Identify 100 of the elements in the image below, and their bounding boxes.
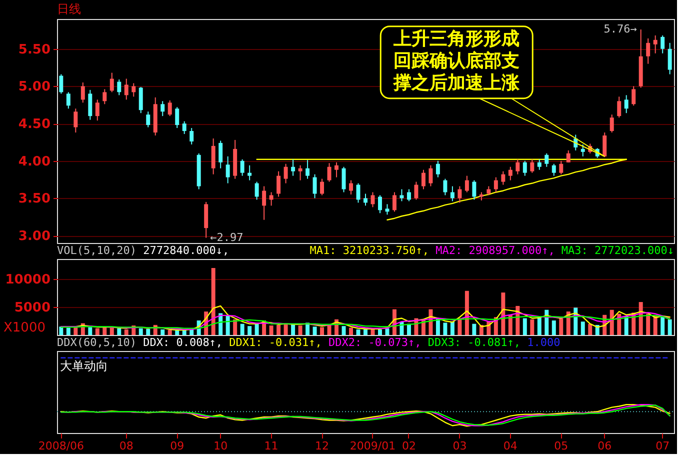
x-tick-label: 11 bbox=[264, 440, 278, 452]
candlestick bbox=[110, 72, 114, 93]
x-tick-label: 06 bbox=[598, 440, 612, 452]
series-label: 1.000 bbox=[527, 336, 560, 349]
candlestick bbox=[342, 166, 346, 193]
candlestick bbox=[276, 170, 281, 198]
candlestick bbox=[392, 192, 396, 212]
text: MA1: 3210233.750↑, bbox=[310, 244, 430, 257]
candlestick bbox=[624, 94, 628, 114]
bar bbox=[117, 328, 122, 335]
candlestick bbox=[522, 160, 527, 176]
bar bbox=[233, 319, 238, 335]
bar bbox=[276, 324, 281, 335]
candlestick bbox=[306, 160, 310, 180]
x-tick-label: 02 bbox=[402, 440, 416, 452]
bar bbox=[385, 328, 390, 335]
candlestick bbox=[501, 170, 506, 186]
bar bbox=[544, 310, 549, 335]
candlestick bbox=[537, 158, 542, 170]
x-tick-label: 2008/06 bbox=[38, 440, 84, 452]
candlestick bbox=[443, 178, 448, 196]
candlestick bbox=[421, 169, 426, 190]
bar bbox=[646, 314, 650, 335]
bar bbox=[472, 324, 476, 335]
text: 2772840.000↓, bbox=[143, 244, 230, 257]
candlestick bbox=[226, 156, 230, 184]
x-tick-label: 08 bbox=[119, 440, 134, 452]
bar bbox=[160, 329, 165, 335]
bar bbox=[182, 330, 186, 335]
bar bbox=[138, 328, 143, 335]
bar bbox=[269, 326, 274, 335]
bar bbox=[66, 328, 70, 335]
bar bbox=[464, 290, 469, 335]
x-tick-label: 05 bbox=[554, 440, 568, 452]
candlestick bbox=[59, 74, 64, 94]
candlestick bbox=[610, 114, 614, 133]
bar bbox=[450, 322, 454, 335]
y-tick-label: 5.50 bbox=[18, 42, 50, 58]
annotation: ←2.97 bbox=[210, 230, 244, 244]
candlestick bbox=[66, 92, 70, 110]
candlestick bbox=[414, 181, 418, 200]
candlestick bbox=[327, 162, 332, 182]
x-tick-label: 04 bbox=[503, 440, 518, 452]
chart-title: 日线 bbox=[57, 2, 81, 16]
text: DDX3: -0.081↑, bbox=[428, 336, 521, 349]
candlestick bbox=[254, 181, 259, 200]
chart-subtitle: 大单动向 bbox=[60, 359, 108, 373]
bar bbox=[537, 317, 542, 335]
annotation: 上升三角形形成回踩确认底部支撑之后加速上涨 bbox=[392, 28, 521, 94]
bar bbox=[312, 326, 317, 335]
bar bbox=[588, 324, 592, 335]
candlestick bbox=[494, 176, 498, 193]
y-tick-label: 4.00 bbox=[18, 154, 50, 170]
x-tick-label: 07 bbox=[656, 440, 670, 452]
candlestick bbox=[552, 163, 556, 176]
candlestick bbox=[269, 192, 274, 206]
bar bbox=[660, 317, 665, 335]
candlestick bbox=[544, 152, 549, 168]
candlestick bbox=[602, 132, 607, 158]
text: DDX1: -0.031↑, bbox=[229, 336, 322, 349]
y-tick-label: 3.50 bbox=[18, 192, 50, 207]
candlestick bbox=[262, 186, 266, 220]
bar bbox=[501, 292, 506, 335]
bar bbox=[610, 310, 614, 335]
candlestick bbox=[182, 120, 186, 134]
bar bbox=[443, 322, 448, 335]
candlestick bbox=[204, 201, 208, 238]
bar bbox=[88, 327, 92, 335]
candlestick bbox=[146, 111, 150, 128]
candlestick bbox=[124, 78, 128, 100]
x-tick-label: 12 bbox=[315, 440, 330, 452]
candlestick bbox=[74, 108, 78, 133]
bar bbox=[175, 330, 180, 335]
candlestick bbox=[168, 100, 172, 117]
x-tick-label: 09 bbox=[170, 440, 184, 452]
candlestick bbox=[211, 138, 216, 175]
candlestick bbox=[580, 144, 585, 157]
bar bbox=[190, 329, 194, 335]
bar bbox=[580, 322, 585, 335]
bar bbox=[349, 328, 353, 335]
candlestick bbox=[668, 42, 672, 75]
candlestick bbox=[80, 82, 85, 104]
candlestick bbox=[450, 186, 454, 202]
bar bbox=[95, 328, 100, 335]
annotation: 5.76→ bbox=[604, 22, 638, 36]
candlestick bbox=[559, 160, 564, 175]
candlestick bbox=[291, 158, 296, 176]
candlestick bbox=[436, 160, 440, 178]
text: MA3: 2772023.000↓ bbox=[561, 244, 674, 257]
candlestick bbox=[240, 158, 244, 176]
candlestick bbox=[298, 164, 302, 181]
bar bbox=[378, 329, 382, 335]
candlestick bbox=[320, 178, 324, 196]
y-tick-label: 3.00 bbox=[18, 229, 50, 244]
bar bbox=[226, 316, 230, 335]
candlestick bbox=[312, 174, 317, 199]
x-tick-label: 10 bbox=[214, 440, 228, 452]
bar bbox=[320, 327, 324, 335]
candlestick bbox=[364, 193, 368, 206]
candlestick bbox=[508, 166, 512, 181]
